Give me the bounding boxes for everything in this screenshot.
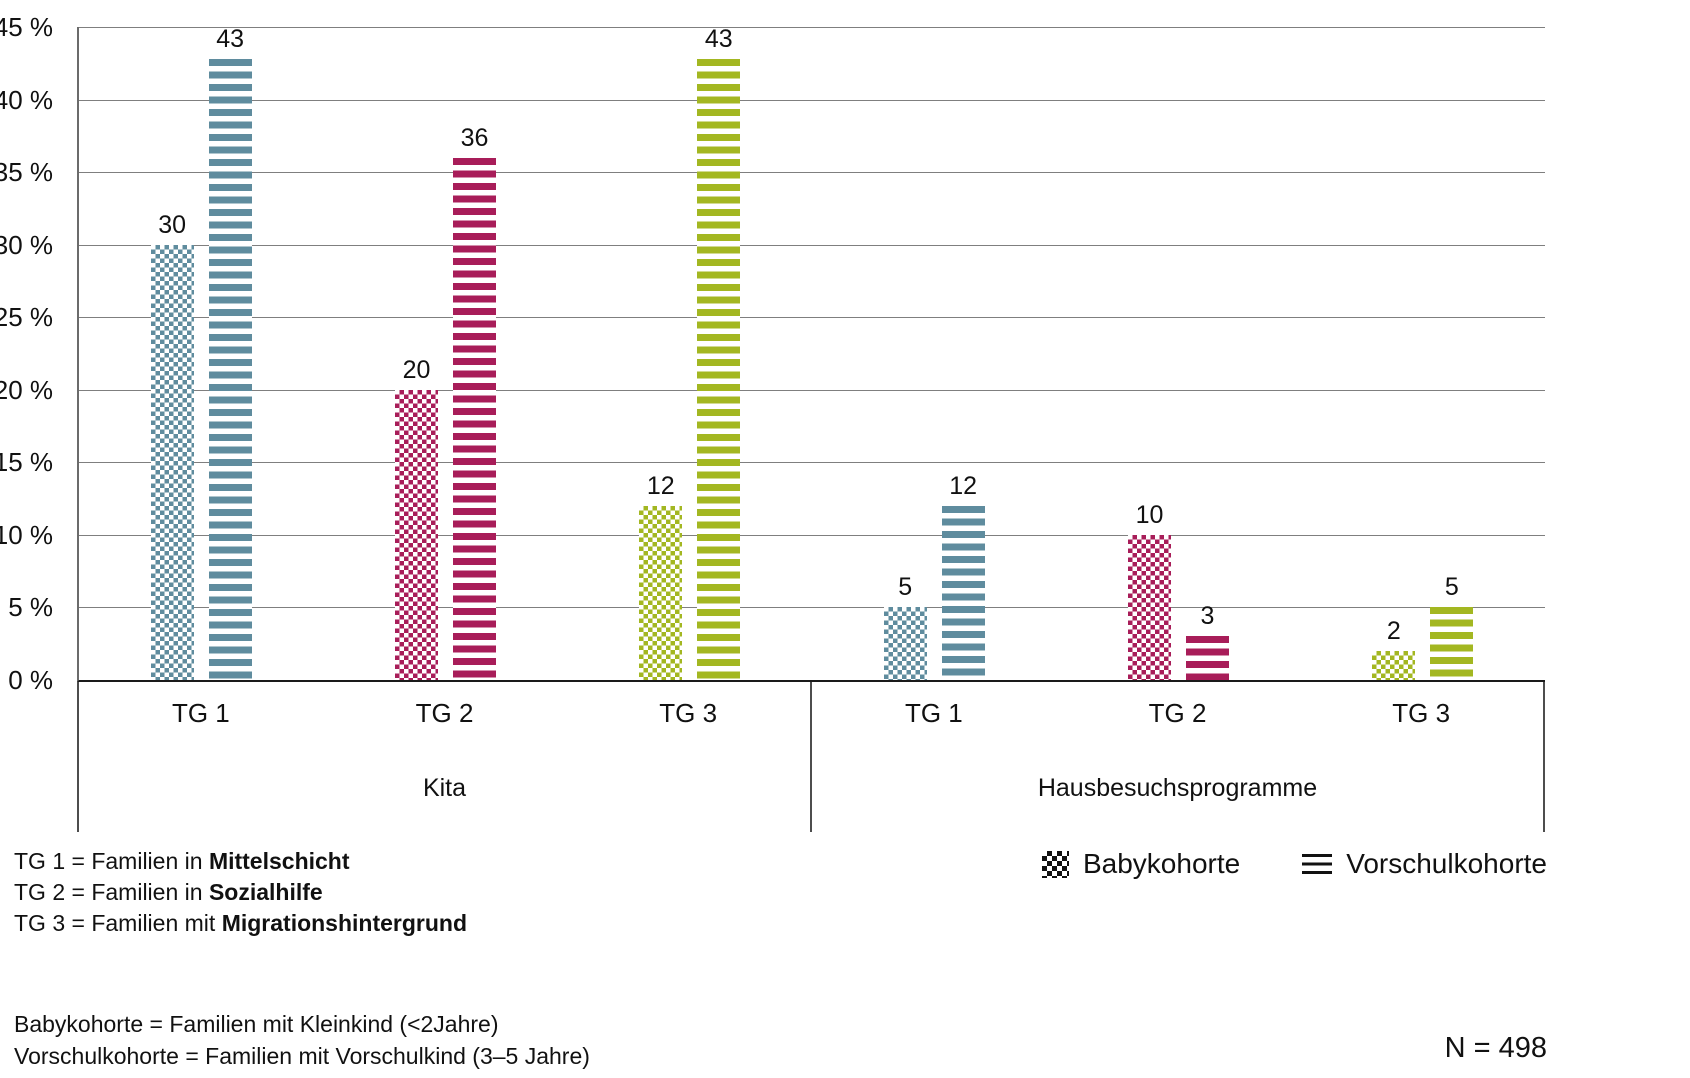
category-label-row: TG 1 TG 2 TG 3 (79, 682, 810, 744)
bar-vorschulkohorte: 5 (1430, 27, 1474, 680)
bar-vorschulkohorte: 43 (208, 25, 252, 680)
bar-slot: 5 12 (812, 27, 1056, 680)
y-axis-labels: 45 % 40 % 35 % 30 % 25 % 20 % 15 % 10 % 5 % 0 % (0, 14, 65, 693)
footnote-tg1-bold: Mittelschicht (208, 848, 350, 874)
bar (1372, 650, 1416, 680)
bar (1430, 607, 1474, 680)
bar-vorschulkohorte: 43 (697, 25, 741, 680)
gridline (79, 462, 1545, 464)
group-label: Hausbesuchsprogramme (1037, 773, 1318, 802)
bar (1185, 636, 1229, 680)
gridline (79, 99, 1545, 101)
legend-label-babykohorte: Babykohorte (1082, 848, 1241, 879)
gridline (79, 317, 1545, 319)
footnote-tg1: TG 1 = Familien in Mittelschicht (14, 846, 467, 877)
axis-group: TG 1 TG 2 TG 3 Kita (79, 682, 810, 832)
bar-slot: 10 3 (1056, 27, 1300, 680)
bar-value-label: 12 (646, 471, 675, 500)
bar-slot: 30 43 (79, 27, 323, 680)
stripes-pattern-icon (1302, 854, 1333, 874)
bar-value-label: 36 (460, 123, 489, 152)
x-axis-band: TG 1 TG 2 TG 3 Kita TG 1 TG 2 TG 3 Hausbesuchsp… (77, 682, 1545, 832)
footnote-tg2: TG 2 = Familien in Sozialhilfe (14, 877, 467, 908)
y-tick-label: 20 % (0, 374, 53, 405)
gridline (79, 27, 1545, 28)
bar (883, 607, 927, 680)
bar-value-label: 12 (949, 471, 978, 500)
category-label-row: TG 1 TG 2 TG 3 (812, 682, 1543, 744)
legend-label-vorschulkohorte: Vorschulkohorte (1346, 848, 1547, 879)
y-tick-label: 5 % (8, 592, 53, 623)
y-tick-label: 45 % (0, 12, 53, 42)
gridline (79, 172, 1545, 174)
footnote-babykohorte: Babykohorte = Familien mit Kleinkind (<2… (14, 1011, 499, 1037)
footnote-tg3: TG 3 = Familien mit Migrationshintergrun… (14, 908, 467, 939)
y-tick-label: 40 % (0, 84, 53, 115)
footnote-tg3-prefix: TG 3 = Familien mit (14, 910, 222, 936)
sample-size-label: N = 498 (1444, 1032, 1547, 1064)
bar (941, 505, 985, 680)
bar-value-label: 2 (1386, 616, 1401, 645)
legend-item-vorschulkohorte: Vorschulkohorte (1302, 848, 1547, 880)
bar-value-label: 5 (898, 573, 913, 602)
bar-babykohorte: 5 (883, 27, 927, 680)
bar (697, 59, 741, 680)
y-tick-label: 0 % (8, 665, 53, 695)
footnote-tg2-prefix: TG 2 = Familien in (14, 879, 209, 905)
bar-vorschulkohorte: 12 (941, 27, 985, 680)
bar-value-label: 3 (1200, 602, 1215, 631)
gridline (79, 389, 1545, 391)
bar-slot: 20 36 (323, 27, 567, 680)
bar-babykohorte: 2 (1372, 27, 1416, 680)
y-tick-label: 25 % (0, 302, 53, 333)
bar (394, 389, 438, 680)
category-label: TG 1 (904, 697, 963, 728)
bar-value-label: 20 (402, 355, 431, 384)
footnote-tg3-bold: Migrationshintergrund (221, 910, 468, 936)
bar-slot: 12 43 (568, 27, 812, 680)
gridline (79, 534, 1545, 536)
bar (1127, 534, 1171, 680)
bar-babykohorte: 20 (394, 27, 438, 680)
bar-value-label: 30 (158, 210, 187, 239)
bar-value-label: 43 (704, 25, 733, 53)
bar-value-label: 10 (1135, 500, 1164, 529)
plot-area: 30 43 20 36 12 43 5 12 10 3 2 5 (77, 27, 1545, 682)
checker-pattern-icon (1041, 850, 1069, 878)
group-label: Kita (422, 773, 467, 802)
legend: Babykohorte Vorschulkohorte (1041, 848, 1547, 880)
category-label: TG 3 (659, 697, 718, 728)
footnote-vorschulkohorte: Vorschulkohorte = Familien mit Vorschulk… (14, 1043, 590, 1069)
bar-vorschulkohorte: 36 (452, 27, 496, 680)
bar-value-label: 43 (216, 25, 245, 53)
y-tick-label: 35 % (0, 157, 53, 188)
bar (639, 505, 683, 680)
bar-babykohorte: 10 (1127, 27, 1171, 680)
y-tick-label: 15 % (0, 447, 53, 478)
cohort-footnotes: Babykohorte = Familien mit Kleinkind (<2… (14, 1008, 590, 1072)
bar (452, 157, 496, 680)
category-label: TG 1 (171, 697, 230, 728)
bar-babykohorte: 12 (639, 27, 683, 680)
footnote-tg2-bold: Sozialhilfe (208, 879, 323, 905)
bars-layer: 30 43 20 36 12 43 5 12 10 3 2 5 (79, 27, 1545, 680)
target-group-footnotes: TG 1 = Familien in Mittelschicht TG 2 = … (14, 846, 467, 939)
legend-item-babykohorte: Babykohorte (1041, 848, 1241, 880)
footnote-tg1-prefix: TG 1 = Familien in (14, 848, 209, 874)
category-label: TG 2 (415, 697, 474, 728)
y-tick-label: 10 % (0, 519, 53, 550)
axis-group: TG 1 TG 2 TG 3 Hausbesuchsprogramme (810, 682, 1543, 832)
bar-babykohorte: 30 (150, 27, 194, 680)
y-tick-label: 30 % (0, 229, 53, 260)
category-label: TG 2 (1148, 697, 1207, 728)
gridline (79, 607, 1545, 609)
bar (208, 59, 252, 680)
bar-value-label: 5 (1444, 573, 1459, 602)
gridline (79, 244, 1545, 246)
bar-vorschulkohorte: 3 (1185, 27, 1229, 680)
category-label: TG 3 (1392, 697, 1451, 728)
bar (150, 244, 194, 680)
